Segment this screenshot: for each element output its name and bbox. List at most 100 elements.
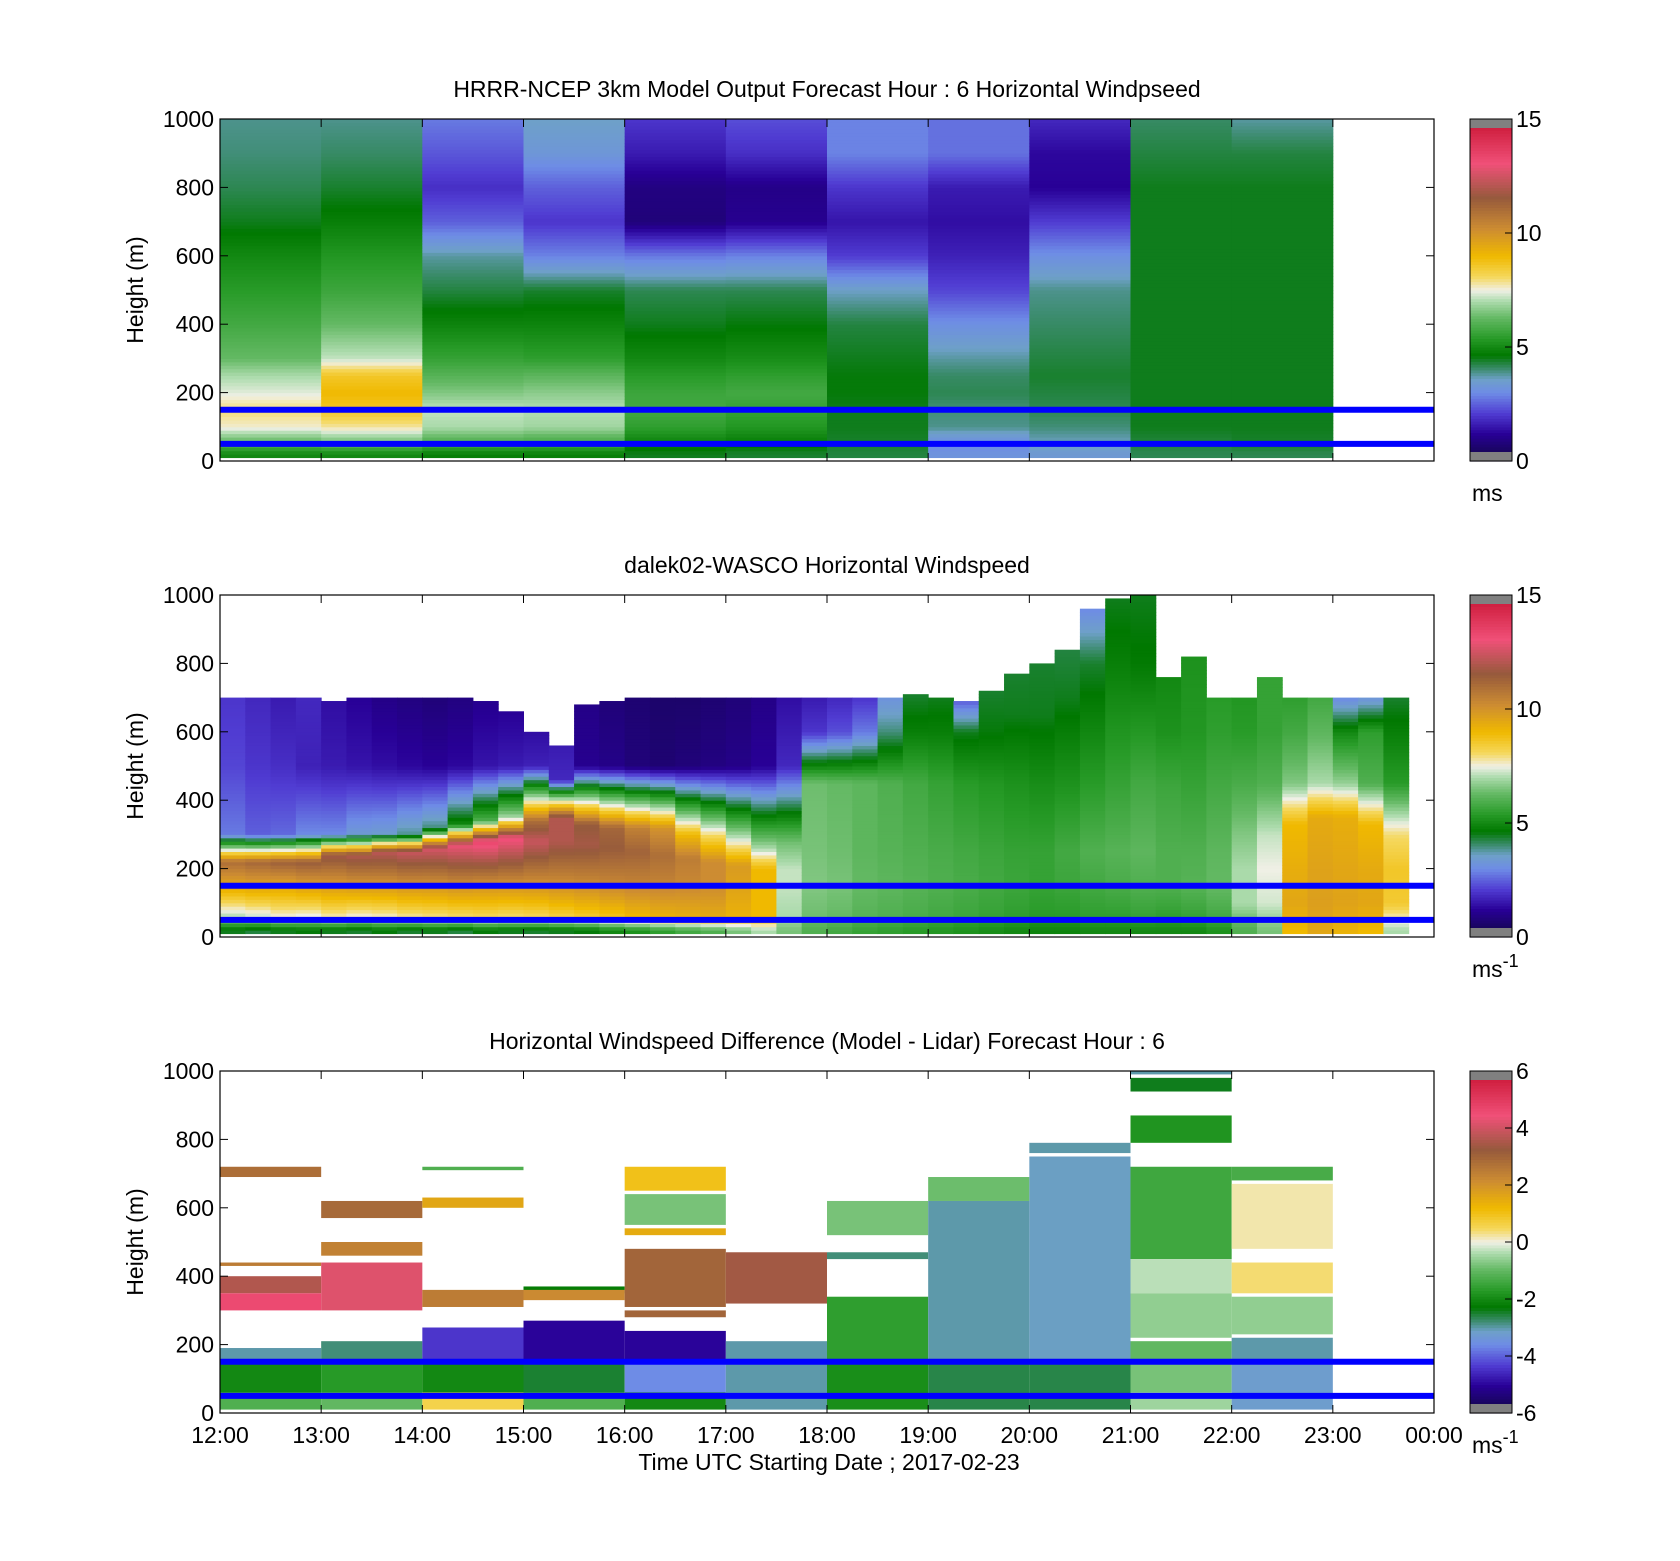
heatmap-cell [953,926,980,931]
heatmap-cell [422,266,524,270]
heatmap-cell [1181,824,1207,829]
heatmap-cell [725,776,752,781]
colorbar-segment [1470,215,1512,220]
colorbar-segment [1470,1353,1512,1357]
heatmap-cell [422,755,449,760]
heatmap-cell [523,848,550,852]
heatmap-cell [1130,837,1157,842]
heatmap-cell [397,820,423,825]
heatmap-cell [1029,680,1056,685]
heatmap-cell [1079,714,1106,719]
heatmap-cell [827,803,853,808]
colorbar-segment [1470,241,1512,245]
heatmap-cell [1358,848,1384,852]
heatmap-cell [295,923,322,928]
heatmap-cell [574,745,600,750]
heatmap-cell [624,824,651,829]
heatmap-cell [1130,437,1233,441]
heatmap-cell [1358,748,1384,753]
heatmap-cell [827,817,853,822]
heatmap-cell [700,851,727,856]
heatmap-cell [295,759,322,764]
heatmap-cell [978,861,1005,866]
heatmap-cell [523,861,550,866]
colorbar-segment [1470,153,1512,157]
heatmap-cell [270,820,297,825]
heatmap-cell [776,834,803,839]
heatmap-cell [1105,868,1131,873]
heatmap-cell [1231,437,1334,441]
heatmap-cell [877,704,904,709]
colorbar-segment [1470,1367,1512,1371]
heatmap-cell [498,875,524,880]
heatmap-cell [1029,149,1131,154]
heatmap-cell [574,718,600,723]
heatmap-cell [1383,724,1410,729]
heatmap-cell [447,848,474,852]
heatmap-cell [523,252,626,257]
heatmap-cell [1130,601,1157,606]
heatmap-cell [599,861,626,866]
heatmap-cell [877,848,904,852]
heatmap-cell [827,748,853,753]
heatmap-cell [1231,1262,1333,1294]
heatmap-cell [827,146,929,151]
heatmap-cell [624,153,727,158]
heatmap-cell [624,402,727,407]
heatmap-cell [827,854,853,859]
heatmap-cell [1231,858,1258,863]
heatmap-cell [1130,211,1233,216]
heatmap-cell [371,848,398,852]
heatmap-cell [574,848,600,852]
heatmap-cell [1231,119,1334,123]
heatmap-cell [220,707,246,712]
heatmap-cell [321,721,347,726]
heatmap-cell [371,718,398,723]
heatmap-cell [1155,858,1182,863]
heatmap-cell [220,711,246,716]
heatmap-cell [574,889,600,894]
heatmap-cell [523,225,626,229]
heatmap-cell [422,300,524,305]
colorbar-unit-label: ms [1472,480,1503,506]
heatmap-cell [422,714,449,719]
heatmap-cell [1231,399,1334,404]
heatmap-cell [220,748,246,753]
heatmap-cell [1155,714,1182,719]
heatmap-cell [220,317,322,322]
heatmap-cell [245,718,272,723]
heatmap-cell [675,800,702,805]
heatmap-cell [801,728,828,733]
heatmap-cell [978,731,1005,736]
heatmap-cell [548,745,575,750]
heatmap-cell [751,762,777,767]
heatmap-cell [928,177,1030,182]
heatmap-cell [751,926,777,931]
heatmap-cell [1079,844,1106,849]
heatmap-cell [624,752,651,757]
heatmap-cell [1079,786,1106,791]
heatmap-cell [220,766,246,770]
heatmap-cell [270,711,297,716]
heatmap-cell [1054,803,1081,808]
heatmap-cell [953,844,980,849]
heatmap-cell [624,704,651,709]
heatmap-cell [877,796,904,801]
heatmap-cell [523,841,550,846]
heatmap-cell [321,361,423,366]
heatmap-cell [1206,844,1233,849]
heatmap-cell [1130,231,1233,236]
heatmap-cell [1332,711,1359,716]
heatmap-cell [321,170,423,175]
heatmap-cell [1206,813,1233,818]
heatmap-cell [574,844,600,849]
y-tick-label: 200 [176,1332,214,1358]
heatmap-cell [1332,724,1359,729]
heatmap-cell [827,841,853,846]
heatmap-cell [751,895,777,900]
heatmap-cell [902,892,929,897]
heatmap-cell [295,755,322,760]
heatmap-cell [1206,766,1233,770]
heatmap-cell [902,800,929,805]
heatmap-cell [1155,926,1182,931]
